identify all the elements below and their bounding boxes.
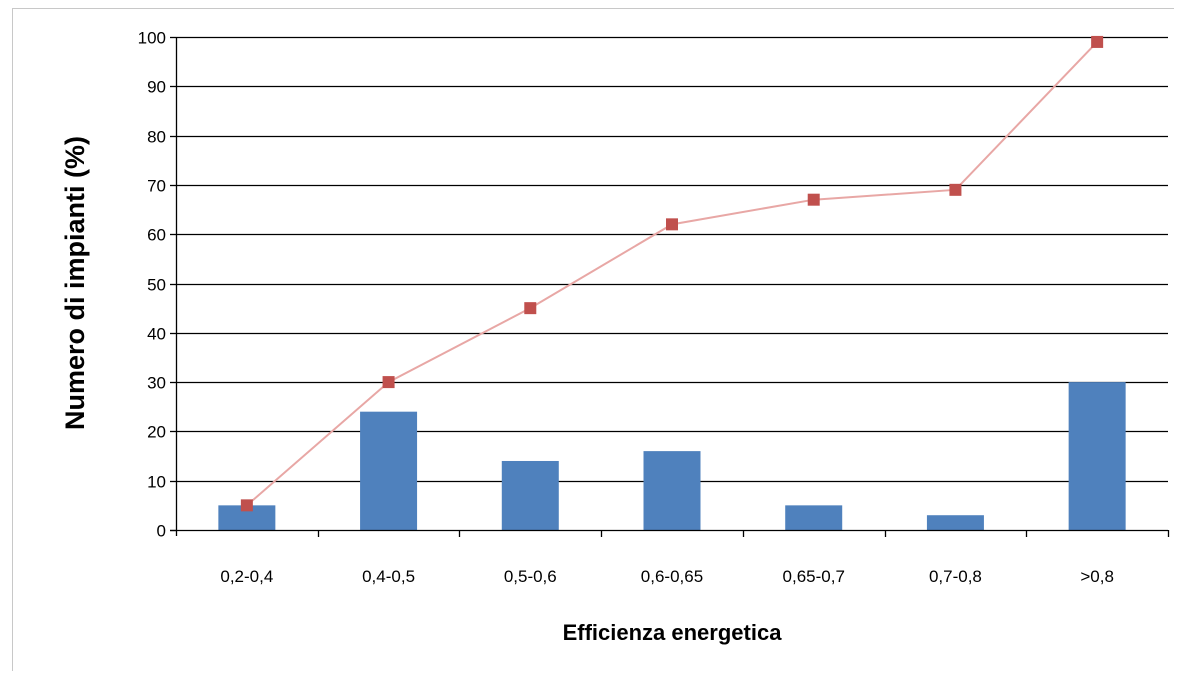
bar [501,460,559,530]
x-tick-label: 0,7-0,8 [929,567,982,586]
y-axis-title: Numero di impianti (%) [60,136,90,430]
line-point [524,302,537,315]
x-axis-title: Efficienza energetica [563,620,783,645]
bar [643,451,701,530]
line-point [666,218,678,231]
line-point [240,499,253,512]
y-tick-label: 40 [147,325,166,344]
line-series [240,35,1104,512]
x-tick-label: 0,6-0,65 [641,567,703,586]
y-tick-label: 30 [147,374,166,393]
axes [170,37,1170,537]
x-tick-label: >0,8 [1080,567,1114,586]
bar [926,515,984,530]
bar [360,411,418,530]
x-tick-label: 0,2-0,4 [220,567,273,586]
x-tick-labels: 0,2-0,4 0,4-0,5 0,5-0,6 0,6-0,65 0,65-0,7 0,7… [220,567,1114,586]
y-tick-label: 90 [147,78,166,97]
chart-frame [12,8,1174,671]
bar [1068,382,1126,530]
y-tick-label: 50 [147,276,166,295]
y-tick-label: 100 [138,29,166,48]
bar [785,505,843,530]
x-tick-label: 0,5-0,6 [504,567,557,586]
line-point [382,376,395,389]
line-point [949,183,962,196]
y-tick-label: 20 [147,423,166,442]
y-tick-label: 60 [147,226,166,245]
y-tick-label: 80 [147,128,166,147]
line-point [807,193,820,206]
x-tick-label: 0,4-0,5 [362,567,415,586]
line-point [1091,35,1104,48]
y-tick-label: 70 [147,177,166,196]
y-tick-label: 10 [147,473,166,492]
y-tick-labels: 0 10 20 30 40 50 60 70 80 90 100 [138,29,166,541]
x-tick-label: 0,65-0,7 [783,567,845,586]
y-tick-label: 0 [157,522,166,541]
bar-series [218,382,1126,530]
